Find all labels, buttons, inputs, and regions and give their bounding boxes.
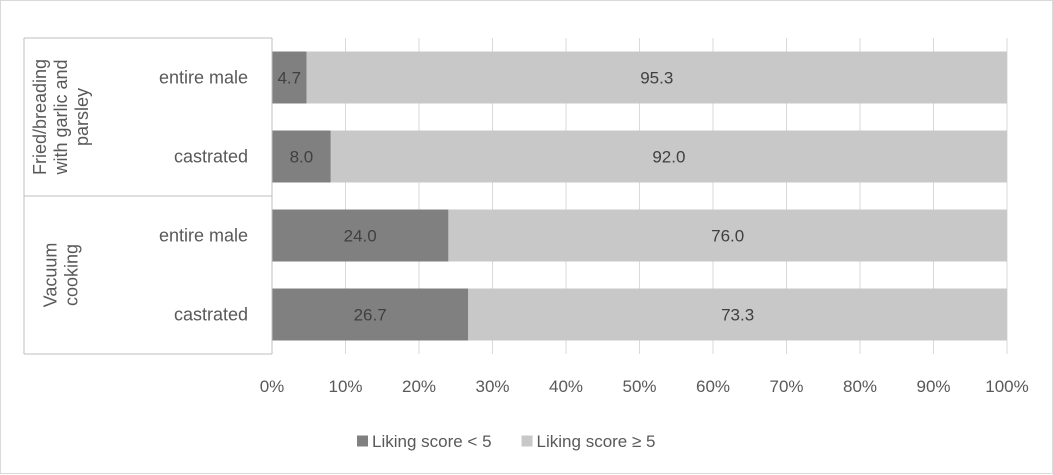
data-label: 24.0 — [344, 227, 377, 246]
bar-segment — [272, 288, 469, 341]
x-tick-label: 30% — [475, 377, 509, 396]
x-tick-label: 0% — [260, 377, 285, 396]
group-label: Vacuumcooking — [41, 243, 82, 308]
bars: 4.7 95.3 8.0 92.0 24.0 76.0 26.7 73.3 — [272, 51, 1007, 341]
x-tick-label: 50% — [622, 377, 656, 396]
x-tick-label: 60% — [696, 377, 730, 396]
data-label: 76.0 — [711, 227, 744, 246]
bar-segment — [306, 51, 1007, 104]
category-axis: entire male castrated entire male castrated… — [23, 37, 273, 355]
data-label: 26.7 — [354, 306, 387, 325]
x-tick-label: 20% — [402, 377, 436, 396]
data-label: 8.0 — [290, 148, 314, 167]
bar-segment — [468, 288, 1007, 341]
data-label: 73.3 — [721, 306, 754, 325]
group-label-line: cooking — [62, 244, 82, 306]
group-label-line: with garlic and — [51, 59, 71, 175]
legend-label: Liking score ≥ 5 — [537, 432, 656, 451]
x-tick-label: 70% — [769, 377, 803, 396]
x-tick-label: 100% — [985, 377, 1028, 396]
bar-segment — [448, 209, 1007, 262]
legend: Liking score < 5 Liking score ≥ 5 — [357, 432, 656, 451]
x-tick-label: 40% — [549, 377, 583, 396]
data-label: 92.0 — [652, 148, 685, 167]
bar-segment — [330, 130, 1007, 183]
x-tick-label: 80% — [843, 377, 877, 396]
bar-segment — [272, 209, 449, 262]
x-tick-label: 10% — [328, 377, 362, 396]
legend-label: Liking score < 5 — [372, 432, 492, 451]
group-label-line: Fried/breading — [30, 59, 50, 175]
x-tick-label: 90% — [916, 377, 950, 396]
group-label: Fried/breadingwith garlic andparsley — [30, 59, 92, 176]
data-label: 4.7 — [277, 69, 301, 88]
category-label: entire male — [159, 226, 248, 246]
category-label: entire male — [159, 68, 248, 88]
category-label: castrated — [174, 147, 248, 167]
data-label: 95.3 — [640, 69, 673, 88]
legend-swatch — [521, 435, 533, 447]
group-label-line: parsley — [72, 88, 92, 146]
bar-segment — [272, 51, 307, 104]
category-label: castrated — [174, 305, 248, 325]
bar-segment — [272, 130, 331, 183]
x-tick-labels: 0% 10% 20% 30% 40% 50% 60% 70% 80% 90% 100% — [260, 377, 1029, 396]
legend-swatch — [357, 435, 368, 447]
group-label-line: Vacuum — [41, 243, 61, 308]
